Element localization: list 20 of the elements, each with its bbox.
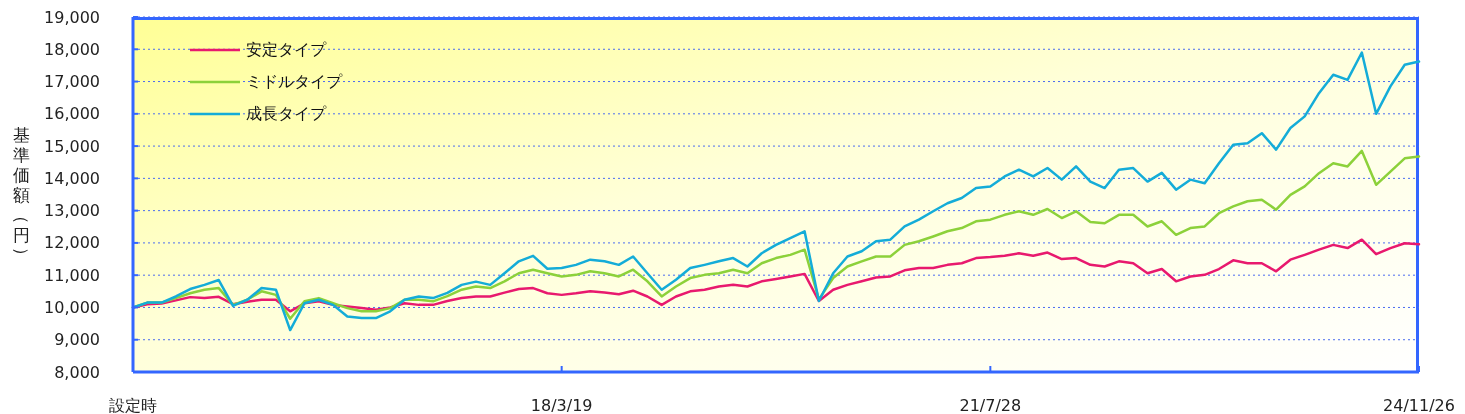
x-tick-label: 18/3/19: [530, 395, 593, 414]
y-tick-label: 9,000: [54, 330, 100, 350]
y-tick-label: 14,000: [44, 168, 100, 188]
y-tick-label: 18,000: [44, 39, 100, 59]
y-tick-label: 15,000: [44, 136, 100, 156]
x-tick-label: 21/7/28: [959, 395, 1022, 414]
y-tick-label: 19,000: [44, 7, 100, 27]
y-tick-label: 8,000: [54, 362, 100, 382]
y-tick-label: 12,000: [44, 233, 100, 253]
y-tick-label: 10,000: [44, 297, 100, 317]
x-tick-label: 設定時: [109, 395, 157, 414]
legend-label: 安定タイプ: [246, 39, 326, 61]
legend-label: ミドルタイプ: [246, 71, 342, 93]
y-tick-label: 11,000: [44, 265, 100, 285]
y-axis-title: 基準価額（円）: [11, 124, 31, 263]
x-tick-label: 24/11/26: [1383, 395, 1455, 414]
y-tick-label: 17,000: [44, 72, 100, 92]
y-tick-label: 16,000: [44, 104, 100, 124]
legend-label: 成長タイプ: [246, 103, 326, 125]
y-tick-label: 13,000: [44, 201, 100, 221]
